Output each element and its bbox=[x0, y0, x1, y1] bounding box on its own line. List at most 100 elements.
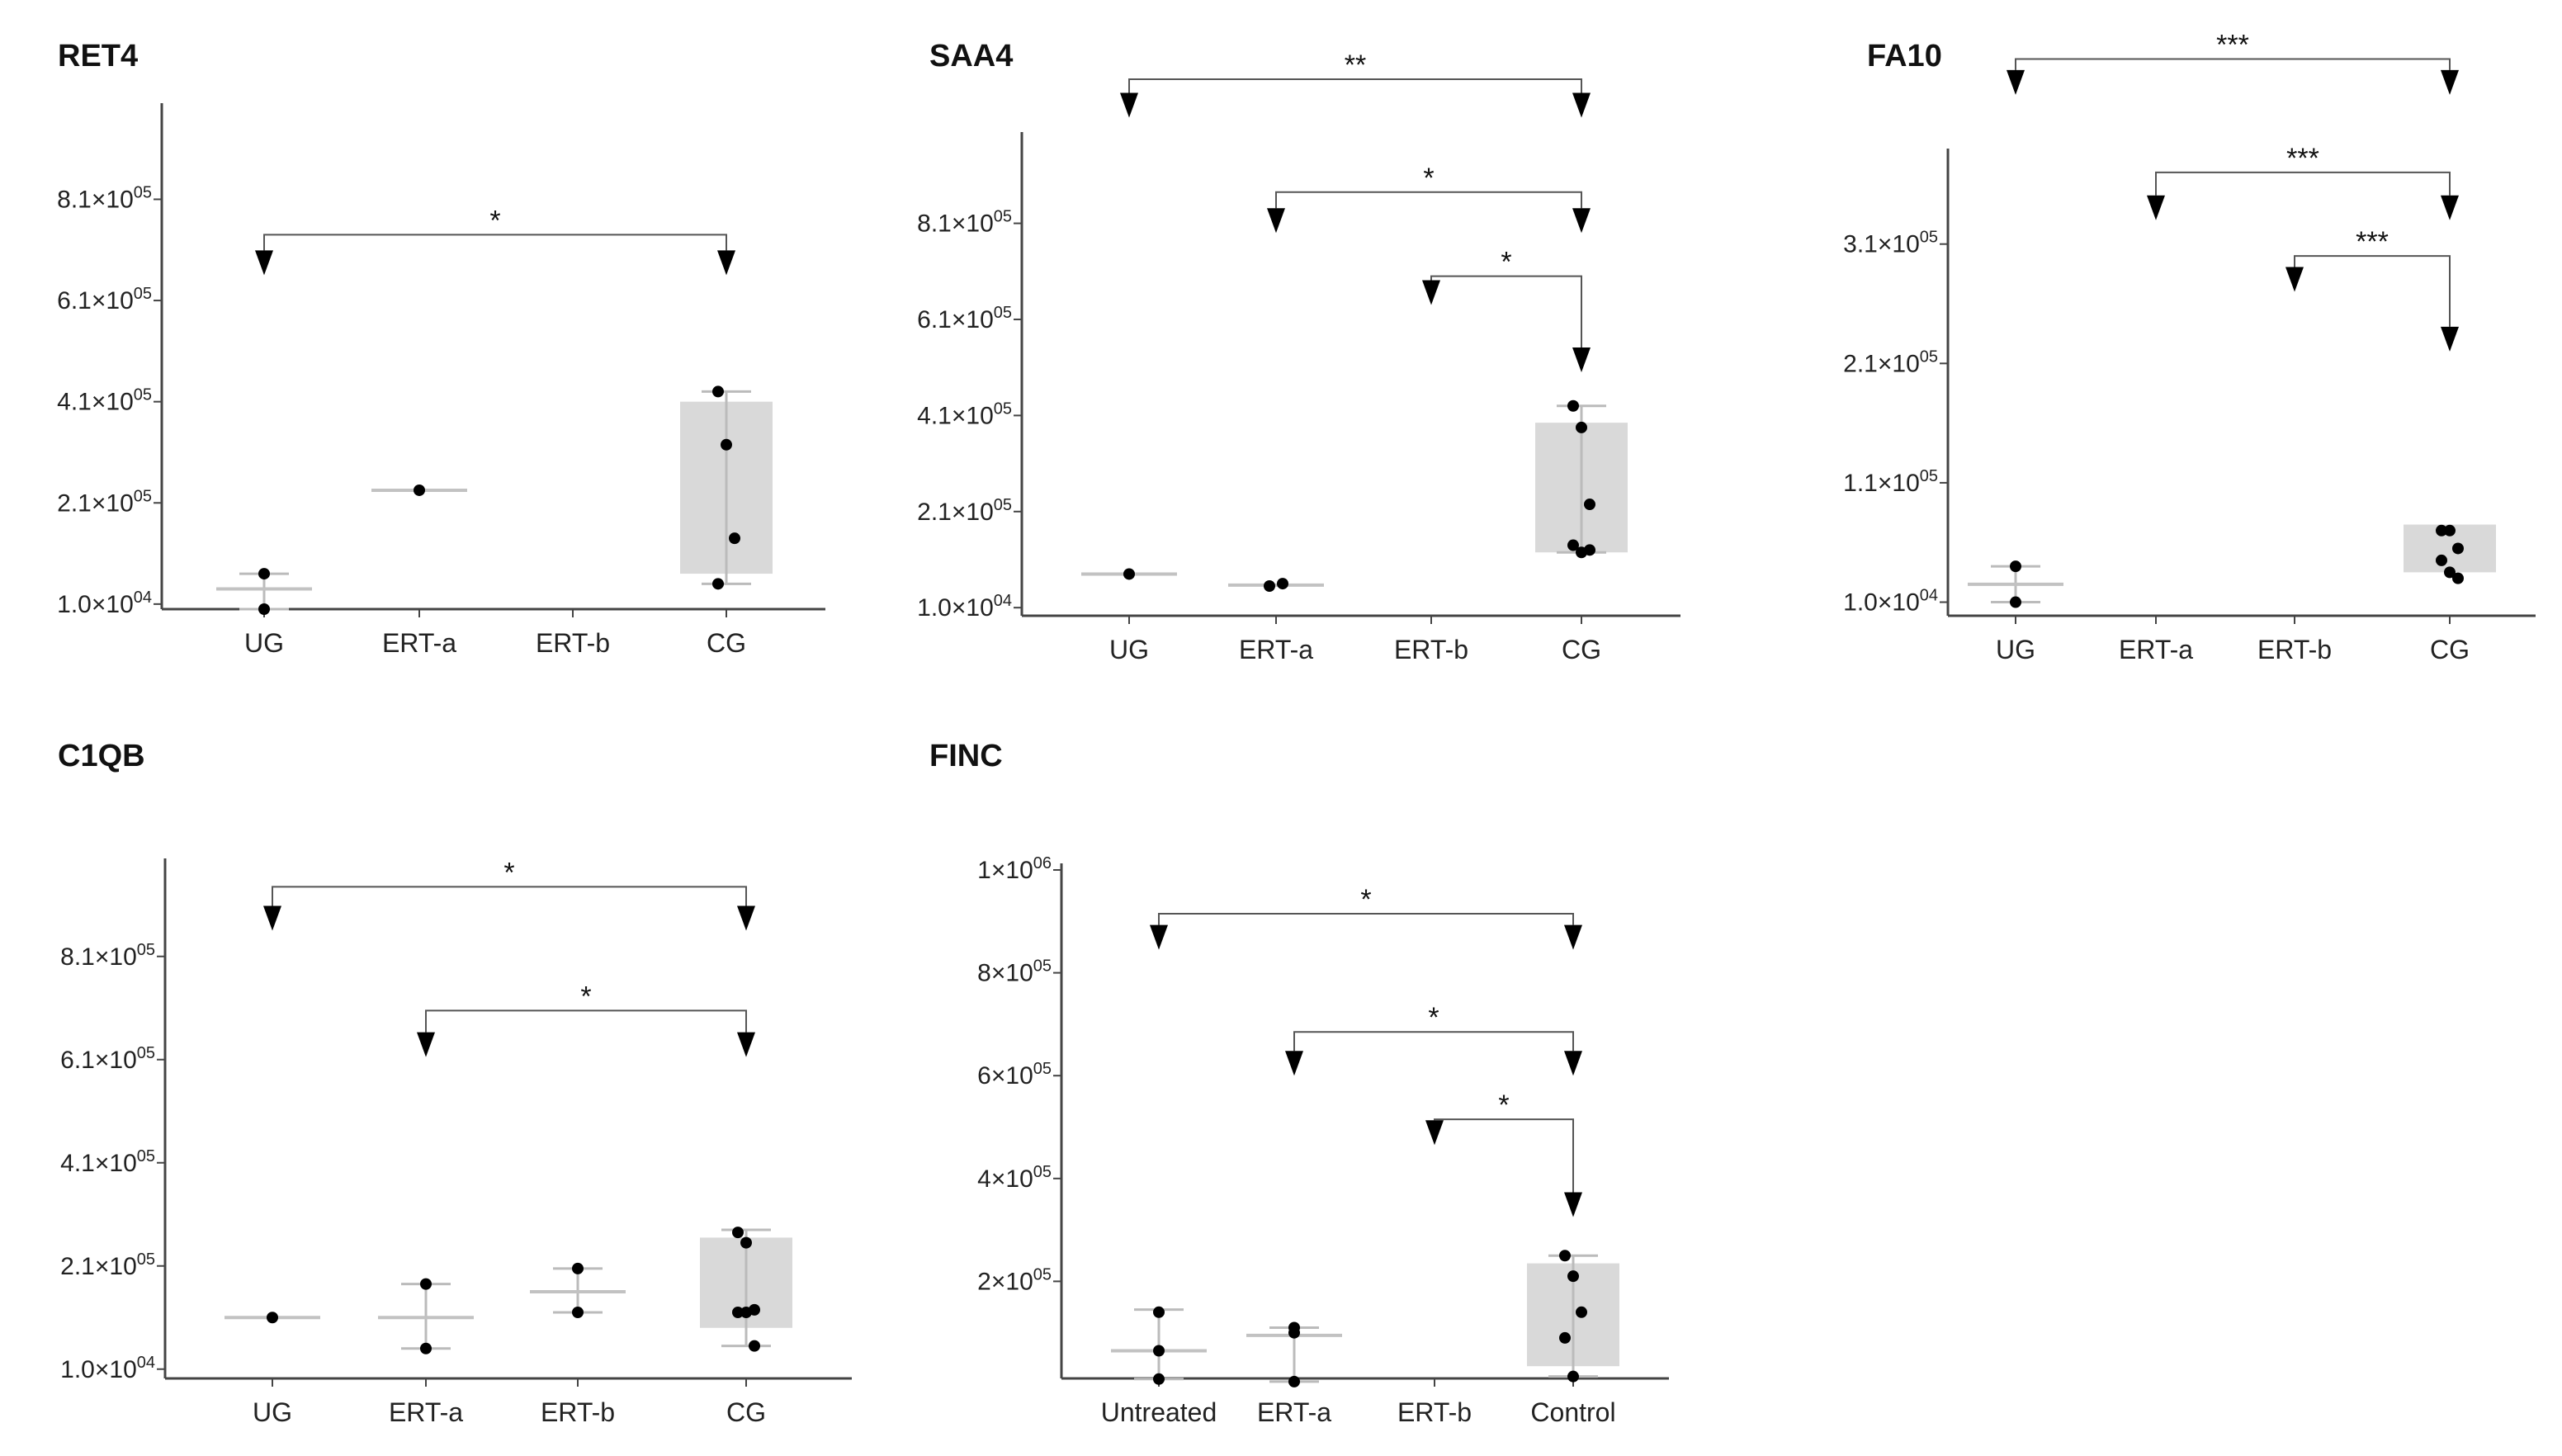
bracket-arrow bbox=[1267, 208, 1285, 234]
significance-label: *** bbox=[2286, 143, 2319, 174]
bracket-arrow bbox=[2007, 69, 2025, 95]
panel-title: SAA4 bbox=[929, 39, 1013, 73]
significance-label: * bbox=[489, 205, 500, 236]
bracket-arrow bbox=[1425, 1120, 1444, 1146]
data-point bbox=[1288, 1375, 1300, 1387]
x-category-label: CG bbox=[1562, 635, 1601, 664]
data-point bbox=[1567, 1370, 1579, 1383]
significance-label: *** bbox=[2216, 30, 2249, 61]
significance-bracket bbox=[2015, 58, 2451, 70]
y-tick-label: 1.0×1004 bbox=[917, 592, 1012, 622]
bracket-arrow bbox=[1150, 924, 1168, 950]
data-point bbox=[2436, 554, 2447, 566]
significance-bracket bbox=[2155, 171, 2451, 196]
y-tick-label: 2.1×1005 bbox=[1843, 347, 1938, 377]
x-category-label: ERT-a bbox=[2119, 635, 2193, 664]
significance-bracket bbox=[1158, 912, 1574, 925]
significance-label: * bbox=[1498, 1090, 1509, 1121]
y-tick-label: 1.0×1004 bbox=[60, 1354, 155, 1383]
data-point bbox=[740, 1236, 752, 1249]
x-category-label: Untreated bbox=[1101, 1397, 1217, 1427]
data-point bbox=[732, 1227, 744, 1239]
data-point bbox=[2436, 524, 2447, 537]
data-point bbox=[1567, 399, 1579, 412]
y-tick-label: 4.1×1005 bbox=[57, 386, 152, 416]
data-point bbox=[420, 1278, 432, 1290]
panel-title: C1QB bbox=[58, 739, 145, 773]
bracket-arrow bbox=[1572, 347, 1591, 372]
bracket-arrow bbox=[1285, 1051, 1303, 1076]
panel-title: FINC bbox=[929, 739, 1003, 773]
significance-bracket bbox=[1293, 1031, 1574, 1052]
bracket-arrow bbox=[2147, 195, 2165, 220]
y-tick-label: 2×1005 bbox=[977, 1265, 1052, 1295]
data-point bbox=[2444, 524, 2456, 537]
y-tick-label: 6×1005 bbox=[977, 1060, 1052, 1090]
data-point bbox=[1567, 1270, 1579, 1283]
y-tick-label: 8.1×1005 bbox=[917, 208, 1012, 238]
x-category-label: Control bbox=[1530, 1397, 1615, 1427]
x-category-label: CG bbox=[726, 1397, 766, 1427]
bracket-arrow bbox=[2441, 69, 2459, 95]
bracket-arrow bbox=[1572, 92, 1591, 118]
data-point bbox=[1153, 1345, 1165, 1357]
significance-bracket bbox=[2294, 255, 2451, 327]
bracket-arrow bbox=[255, 250, 273, 276]
data-point bbox=[740, 1307, 752, 1318]
significance-bracket bbox=[263, 234, 727, 251]
data-point bbox=[258, 568, 270, 580]
bracket-arrow bbox=[737, 1032, 755, 1057]
x-category-label: ERT-b bbox=[1394, 635, 1468, 664]
y-tick-label: 2.1×1005 bbox=[57, 487, 152, 517]
data-point bbox=[414, 484, 425, 496]
data-point bbox=[712, 578, 724, 590]
bracket-arrow bbox=[1422, 280, 1440, 305]
bracket-arrow bbox=[2441, 326, 2459, 352]
x-category-label: ERT-b bbox=[2257, 635, 2332, 664]
bracket-arrow bbox=[1572, 208, 1591, 234]
significance-label: * bbox=[1423, 163, 1434, 194]
y-tick-label: 8×1005 bbox=[977, 957, 1052, 987]
panel-finc: FINC 2×1005 4×1005 6×1005 8×1005 1×1006 Untrea… bbox=[929, 739, 1669, 1427]
data-point bbox=[712, 385, 724, 398]
y-tick-label: 1.0×1004 bbox=[57, 589, 152, 618]
panel-saa4: SAA4 1.0×1004 2.1×1005 4.1×1005 6.1×1005 8.1×… bbox=[917, 39, 1680, 664]
data-point bbox=[1559, 1250, 1571, 1262]
data-point bbox=[267, 1312, 278, 1324]
y-tick-label: 8.1×1005 bbox=[57, 183, 152, 213]
significance-label: * bbox=[1428, 1002, 1439, 1033]
x-category-label: UG bbox=[1996, 635, 2035, 664]
x-category-label: ERT-b bbox=[1397, 1397, 1472, 1427]
bracket-arrow bbox=[263, 905, 281, 931]
x-category-label: ERT-a bbox=[1239, 635, 1313, 664]
panel-c1qb: C1QB 1.0×1004 2.1×1005 4.1×1005 6.1×1005 8.1×… bbox=[58, 739, 852, 1427]
bracket-arrow bbox=[737, 905, 755, 931]
significance-label: * bbox=[1360, 884, 1371, 915]
x-category-label: ERT-b bbox=[536, 628, 610, 658]
significance-bracket bbox=[272, 886, 747, 906]
data-point bbox=[721, 438, 732, 451]
data-point bbox=[2010, 596, 2021, 608]
data-point bbox=[2452, 542, 2464, 555]
significance-label: * bbox=[580, 981, 591, 1012]
data-point bbox=[258, 603, 270, 615]
significance-bracket bbox=[1128, 78, 1582, 93]
y-tick-label: 6.1×1005 bbox=[917, 304, 1012, 333]
y-tick-label: 3.1×1005 bbox=[1843, 229, 1938, 258]
x-category-label: ERT-a bbox=[1257, 1397, 1331, 1427]
bracket-arrow bbox=[417, 1032, 435, 1057]
data-point bbox=[1264, 579, 1275, 592]
y-tick-label: 1.0×1004 bbox=[1843, 587, 1938, 617]
x-category-label: UG bbox=[244, 628, 284, 658]
data-point bbox=[1123, 568, 1135, 580]
significance-label: * bbox=[1501, 247, 1511, 278]
data-point bbox=[572, 1262, 584, 1274]
x-category-label: UG bbox=[1109, 635, 1149, 664]
panel-fa10: FA10 1.0×1004 1.1×1005 2.1×1005 3.1×1005 UG ER… bbox=[1843, 30, 2536, 664]
bracket-arrow bbox=[1564, 1192, 1582, 1217]
data-point bbox=[732, 1307, 744, 1318]
y-tick-label: 4.1×1005 bbox=[917, 399, 1012, 429]
y-tick-label: 4×1005 bbox=[977, 1163, 1052, 1193]
data-point bbox=[729, 532, 740, 545]
